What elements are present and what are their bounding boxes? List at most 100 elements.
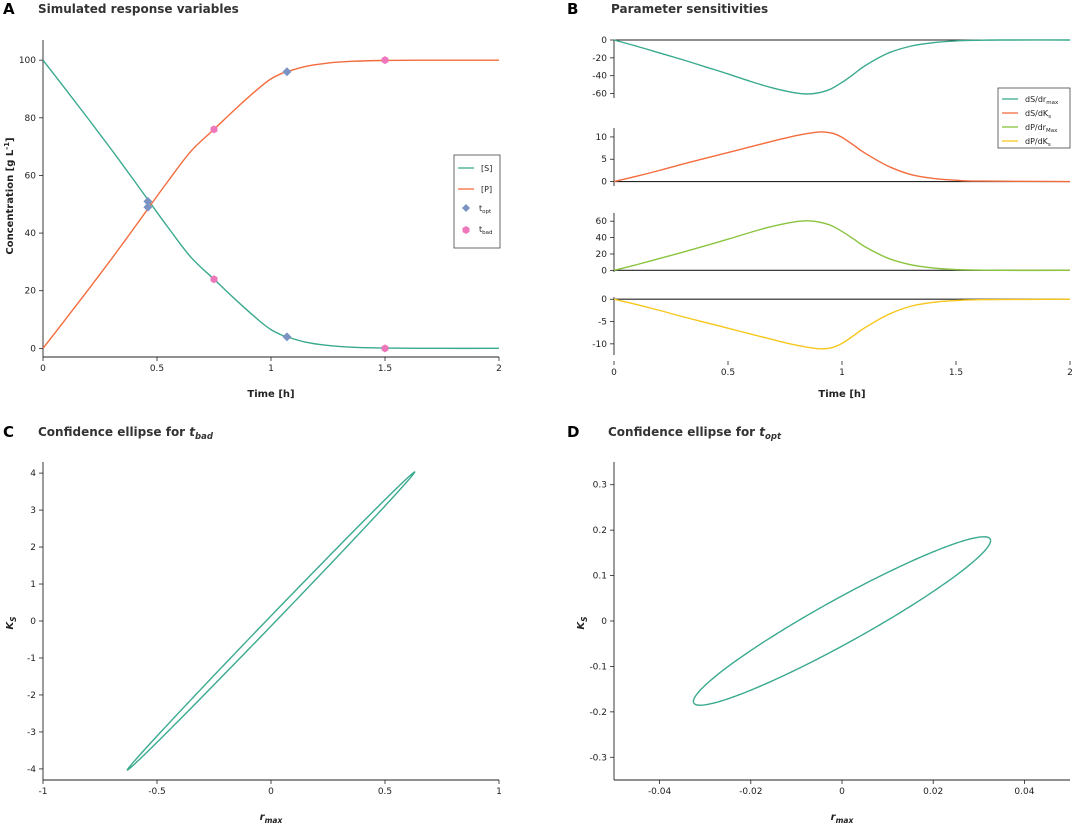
panel-d-x-ticks: -0.04 -0.02 0 0.02 0.04	[648, 780, 1035, 797]
panel-c-title: Confidence ellipse for tbad	[38, 425, 214, 442]
panel-b-x-ticks: 0 0.5 1 1.5 2	[611, 361, 1073, 378]
panel-b-x-label: Time [h]	[818, 389, 865, 400]
series-line-ds-dks	[613, 131, 1071, 183]
panel-c-plot	[42, 462, 499, 781]
y-tick-label: 0.1	[593, 572, 607, 582]
y-tick-label: 0	[601, 178, 607, 188]
panel-c-x-label: rmax	[260, 812, 284, 825]
panel-a-legend: [S] [P] topt tbad	[453, 154, 501, 249]
y-tick-label: 20	[596, 250, 608, 260]
y-tick-label: 1	[30, 580, 36, 590]
legend-label-p: [P]	[481, 185, 492, 194]
y-tick-label: 40	[25, 229, 37, 239]
y-tick-label: 20	[25, 287, 37, 297]
y-tick-label: -0.2	[589, 708, 607, 718]
legend-label-ds-drmax: dS/drmax	[1025, 95, 1059, 106]
legend-label-ds-dks: dS/dKs	[1025, 109, 1051, 120]
legend-label-topt: topt	[479, 204, 492, 215]
y-tick-label: 4	[30, 469, 36, 479]
x-tick-label: 1.5	[378, 364, 392, 374]
x-tick-label: 0.5	[150, 364, 164, 374]
y-tick-label: 40	[596, 234, 608, 244]
y-tick-label: -2	[27, 691, 36, 701]
y-tick-label: 5	[601, 155, 607, 165]
series-line-p	[42, 59, 500, 349]
y-tick-label: 0.3	[593, 481, 607, 491]
panel-a-title: Simulated response variables	[38, 2, 239, 16]
legend-label-dp-drmax: dP/drMax	[1025, 123, 1058, 134]
y-tick-label: -60	[592, 90, 607, 100]
series-line-ds-drmax	[613, 39, 1071, 95]
panel-c-y-ticks: -4 -3 -2 -1 0 1 2 3 4	[27, 469, 43, 775]
x-tick-label: 0.04	[1014, 787, 1034, 797]
panel-b-legend: dS/drmax dS/dKs dP/drMax dP/dKs	[997, 87, 1071, 149]
panel-a-x-label: Time [h]	[247, 389, 294, 400]
panel-a: A Simulated response variables 0 0.5 1 1.5 2…	[3, 0, 502, 400]
y-tick-label: 10	[596, 133, 608, 143]
x-tick-label: 2	[496, 364, 502, 374]
y-tick-label: 0	[601, 617, 607, 627]
panel-d-label: D	[567, 423, 579, 441]
x-tick-label: 0	[40, 364, 46, 374]
panel-a-y-ticks: 0 20 40 60 80 100	[19, 56, 43, 354]
legend-label-dp-dks: dP/dKs	[1025, 137, 1051, 148]
panel-c-x-ticks: -1 -0.5 0 0.5 1	[39, 780, 502, 797]
panel-c-y-label: KS	[5, 616, 18, 629]
x-tick-label: -0.02	[739, 787, 762, 797]
y-tick-label: 60	[25, 171, 37, 181]
x-tick-label: 0	[839, 787, 845, 797]
x-tick-label: -1	[39, 787, 48, 797]
y-tick-label: -0.1	[589, 662, 607, 672]
panel-b-legend-box	[997, 87, 1071, 149]
marker-topt	[143, 202, 153, 212]
y-tick-label: 0.2	[593, 526, 607, 536]
panel-c-label: C	[3, 423, 14, 441]
series-line-dp-dks	[613, 298, 1071, 350]
series-line-dp-drmax	[613, 220, 1071, 272]
marker-tbad	[210, 275, 218, 284]
x-tick-label: 1.5	[949, 368, 963, 378]
y-tick-label: 100	[19, 56, 36, 66]
x-tick-label: 0	[611, 368, 617, 378]
marker-topt	[143, 196, 153, 206]
panel-b-label: B	[567, 0, 578, 18]
x-tick-label: -0.04	[648, 787, 672, 797]
panel-a-plot	[42, 40, 500, 358]
y-tick-label: 0	[601, 36, 607, 46]
legend-label-s: [S]	[481, 164, 492, 173]
y-tick-label: 0	[601, 295, 607, 305]
x-tick-label: 0.02	[923, 787, 943, 797]
series-line-s	[42, 59, 500, 350]
x-tick-label: 0.5	[378, 787, 392, 797]
legend-swatch-tbad	[462, 226, 470, 234]
y-tick-label: -10	[592, 340, 607, 350]
y-tick-label: 0	[30, 344, 36, 354]
legend-label-tbad: tbad	[479, 225, 493, 236]
marker-topt	[282, 67, 292, 77]
y-tick-label: -0.3	[589, 753, 607, 763]
marker-topt	[282, 332, 292, 342]
panel-a-legend-box	[453, 154, 501, 249]
confidence-ellipse	[126, 471, 416, 771]
panel-d-title: Confidence ellipse for topt	[608, 425, 782, 442]
y-tick-label: -40	[592, 72, 607, 82]
y-tick-label: 0	[30, 617, 36, 627]
panel-d-y-label: KS	[576, 616, 589, 629]
x-tick-label: 1	[496, 787, 502, 797]
y-tick-label: -3	[27, 728, 36, 738]
marker-tbad	[381, 56, 389, 65]
confidence-ellipse	[692, 536, 992, 706]
y-tick-label: 0	[601, 266, 607, 276]
y-tick-label: -4	[27, 765, 36, 775]
panel-d-plot	[613, 462, 1070, 781]
x-tick-label: -0.5	[148, 787, 166, 797]
x-tick-label: 0	[268, 787, 274, 797]
panel-b-title: Parameter sensitivities	[611, 2, 768, 16]
y-tick-label: -5	[598, 318, 607, 328]
panel-c: C Confidence ellipse for tbad -1 -0.5 0 0.5…	[3, 423, 502, 825]
panel-a-y-label: Concentration [g L-1]	[3, 137, 16, 254]
panel-d-x-label: rmax	[831, 812, 855, 825]
x-tick-label: 2	[1067, 368, 1073, 378]
y-tick-label: -20	[592, 54, 607, 64]
